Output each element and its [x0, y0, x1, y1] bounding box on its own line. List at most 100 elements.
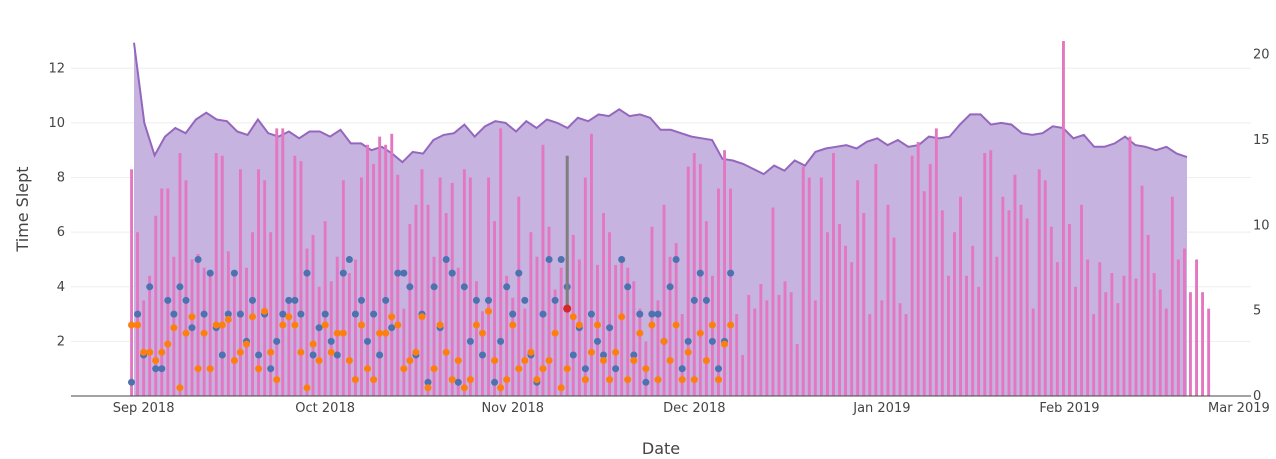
sleep-bar — [590, 133, 593, 397]
blue-dot — [194, 256, 202, 263]
sleep-bar — [583, 177, 587, 396]
sleep-bar — [559, 267, 563, 396]
blue-dot — [230, 269, 238, 277]
sleep-bar — [747, 295, 751, 396]
blue-dot — [472, 296, 480, 304]
orange-dot — [491, 357, 499, 364]
blue-dot — [696, 269, 704, 277]
orange-dot — [690, 376, 698, 384]
orange-dot — [388, 313, 396, 321]
blue-dot — [309, 351, 317, 359]
sleep-bar — [499, 128, 503, 396]
orange-dot — [370, 376, 378, 384]
orange-dot — [594, 321, 601, 329]
sleep-bar — [704, 221, 708, 396]
orange-dot — [345, 357, 353, 364]
blue-dot — [152, 365, 160, 373]
sleep-bar — [711, 275, 714, 396]
y2-tick-label: 15 — [1253, 133, 1270, 148]
sleep-bar — [160, 188, 164, 396]
sleep-bar — [462, 169, 466, 396]
sleep-bar — [535, 256, 539, 396]
sleep-bar — [208, 275, 212, 396]
orange-dot — [563, 365, 571, 373]
orange-dot — [684, 348, 692, 356]
sleep-bar — [1055, 262, 1059, 396]
sleep-bar — [1092, 314, 1096, 396]
orange-dot — [291, 321, 299, 329]
orange-dot — [575, 321, 583, 329]
orange-dot — [708, 321, 716, 329]
blue-dot — [460, 283, 468, 291]
sleep-bar — [354, 259, 357, 396]
sleep-bar — [232, 275, 236, 396]
sleep-bar — [904, 314, 908, 396]
sleep-bar — [293, 155, 297, 396]
orange-dot — [315, 357, 323, 364]
sleep-bar — [257, 169, 260, 396]
sleep-bar — [408, 224, 412, 396]
blue-dot — [521, 296, 529, 304]
blue-dot — [630, 351, 638, 359]
x-tick-label: Mar 2019 — [1208, 401, 1270, 416]
x-tick-label: Nov 2018 — [481, 401, 544, 416]
sleep-bar — [1062, 41, 1065, 396]
blue-dot — [345, 256, 353, 263]
sleep-bar — [432, 256, 436, 396]
blue-dot — [249, 296, 256, 304]
sleep-bar — [632, 281, 636, 396]
sleep-bar — [341, 180, 345, 396]
sleep-bar — [1116, 303, 1120, 396]
blue-dot — [351, 310, 359, 318]
orange-dot — [351, 376, 359, 384]
sleep-bar — [892, 237, 896, 396]
blue-dot — [327, 337, 335, 345]
sleep-bar — [995, 256, 999, 396]
sleep-bar — [414, 204, 418, 396]
sleep-bar — [130, 169, 133, 396]
blue-dot — [587, 310, 595, 318]
blue-dot — [315, 324, 323, 332]
blue-dot — [164, 296, 172, 304]
y2-axis-ticks: 0 5 10 15 20 — [1253, 48, 1270, 404]
blue-dot — [618, 256, 626, 263]
sleep-bar — [838, 224, 841, 396]
orange-dot — [303, 384, 311, 392]
sleep-bar — [1164, 308, 1168, 396]
sleep-bar — [868, 314, 872, 396]
y-axis-title: Time Slept — [13, 166, 32, 252]
sleep-bar — [275, 128, 279, 396]
blue-dot — [182, 296, 190, 304]
sleep-bar — [1158, 289, 1162, 396]
blue-dot — [321, 310, 329, 318]
orange-dot — [194, 365, 202, 373]
sleep-bar — [862, 213, 866, 396]
orange-dot — [267, 348, 275, 356]
orange-dot — [261, 307, 269, 315]
blue-dot — [170, 310, 178, 318]
sleep-bar — [1183, 248, 1186, 396]
sleep-bar — [916, 142, 920, 396]
sleep-bar — [886, 204, 890, 396]
orange-dot — [309, 340, 317, 348]
orange-dot — [515, 365, 523, 373]
sleep-bar — [850, 262, 854, 396]
orange-dot — [527, 348, 535, 356]
blue-dot — [206, 269, 214, 277]
orange-dot — [376, 329, 384, 337]
orange-dot — [557, 384, 565, 392]
orange-dot — [146, 348, 154, 356]
x-tick-label: Sep 2018 — [113, 401, 175, 416]
blue-dot — [236, 310, 244, 318]
sleep-bar — [487, 177, 490, 396]
blue-dot — [497, 337, 505, 345]
sleep-bar — [305, 248, 309, 396]
sleep-bar — [765, 300, 769, 396]
sleep-bar — [1170, 196, 1174, 396]
sleep-bar — [142, 300, 146, 396]
blue-dot — [134, 310, 142, 318]
blue-dot — [545, 256, 553, 263]
orange-dot — [212, 321, 220, 329]
y2-tick-label: 5 — [1253, 304, 1261, 319]
